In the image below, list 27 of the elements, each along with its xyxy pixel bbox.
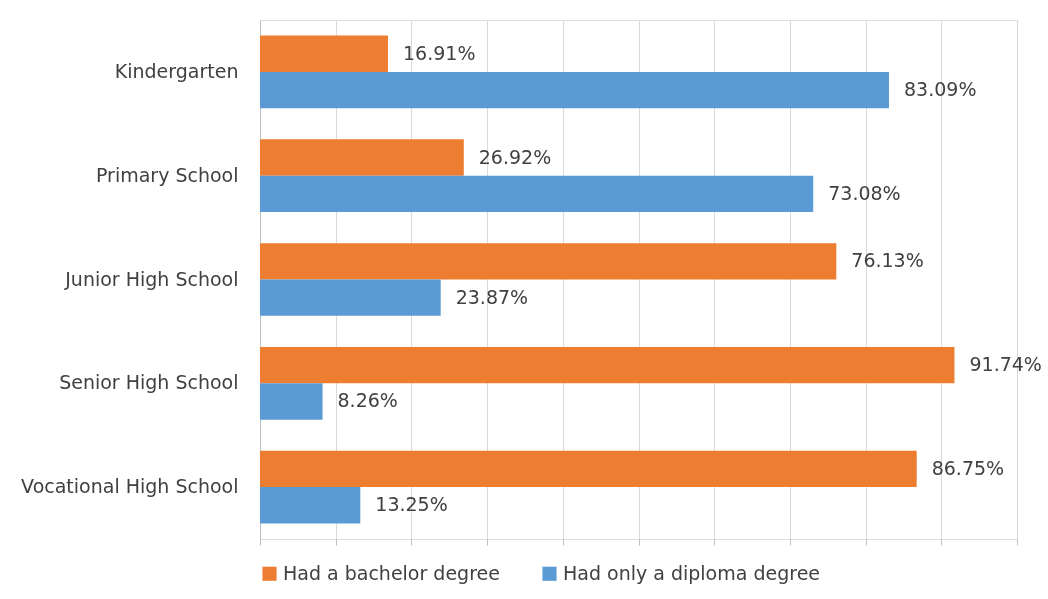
bar [260, 139, 464, 176]
legend-label: Had a bachelor degree [283, 561, 500, 584]
data-label: 86.75% [931, 456, 1005, 479]
bar [260, 71, 889, 109]
bar [260, 487, 361, 524]
data-label: 91.74% [969, 353, 1042, 376]
data-label: 8.26% [337, 389, 398, 412]
data-label: 13.25% [375, 493, 448, 516]
bar [260, 346, 955, 384]
bar [260, 35, 389, 72]
y-tick-label: Primary School [95, 163, 239, 186]
bar [260, 383, 323, 420]
y-tick-label: Senior High School [59, 371, 239, 394]
y-tick-label: Kindergarten [114, 59, 239, 82]
data-label: 26.92% [478, 145, 552, 168]
data-label: 23.87% [455, 285, 529, 308]
y-tick-label: Junior High School [64, 267, 239, 290]
data-label: 73.08% [828, 181, 901, 204]
bar [260, 175, 814, 213]
data-label: 76.13% [851, 249, 924, 272]
bar [260, 450, 917, 488]
data-label: 16.91% [403, 41, 476, 64]
bar [260, 279, 441, 316]
data-label: 83.09% [903, 78, 977, 101]
legend-label: Had only a diploma degree [563, 561, 821, 584]
y-tick-label: Vocational High School [21, 475, 239, 498]
bar [260, 243, 837, 280]
